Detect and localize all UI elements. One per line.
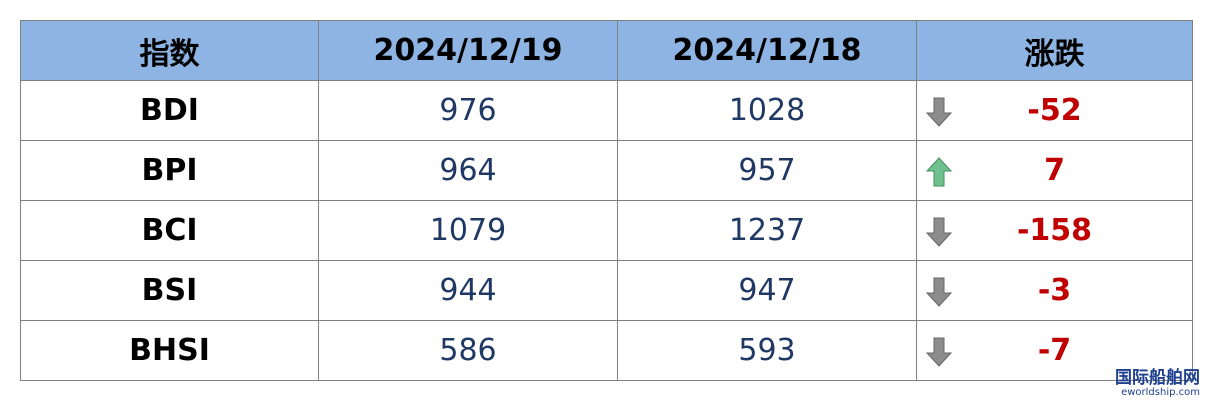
value-cell: 976: [318, 80, 618, 141]
header-cell: 涨跌: [916, 20, 1193, 81]
value-cell: 1028: [617, 80, 917, 141]
header-row: 指数 2024/12/19 2024/12/18 涨跌: [20, 20, 1193, 81]
value-cell: 944: [318, 260, 618, 321]
value-cell: 586: [318, 320, 618, 381]
watermark-name: 国际船舶网: [1115, 368, 1200, 388]
down-arrow: [925, 217, 953, 247]
down-arrow: [925, 277, 953, 307]
table-row: BSI 944 947 -3: [20, 260, 1193, 321]
watermark: 国际船舶网 eworldship.com: [1115, 369, 1200, 398]
change-cell: -7: [916, 320, 1193, 381]
index-name: BSI: [20, 260, 319, 321]
change-cell: -52: [916, 80, 1193, 141]
table-row: BPI 964 957 7: [20, 140, 1193, 201]
down-arrow: [925, 97, 953, 127]
index-table: 指数 2024/12/19 2024/12/18 涨跌 BDI 976 1028 -52 BP…: [20, 20, 1193, 381]
up-arrow: [925, 157, 953, 187]
change-cell: -3: [916, 260, 1193, 321]
table-row: BHSI 586 593 -7: [20, 320, 1193, 381]
index-name: BHSI: [20, 320, 319, 381]
header-cell: 指数: [20, 20, 319, 81]
change-cell: 7: [916, 140, 1193, 201]
value-cell: 947: [617, 260, 917, 321]
value-cell: 957: [617, 140, 917, 201]
value-cell: 593: [617, 320, 917, 381]
change-cell: -158: [916, 200, 1193, 261]
index-name: BCI: [20, 200, 319, 261]
header-cell: 2024/12/18: [617, 20, 917, 81]
value-cell: 1237: [617, 200, 917, 261]
table-row: BDI 976 1028 -52: [20, 80, 1193, 141]
index-name: BPI: [20, 140, 319, 201]
down-arrow: [925, 337, 953, 367]
value-cell: 1079: [318, 200, 618, 261]
index-name: BDI: [20, 80, 319, 141]
table-row: BCI 1079 1237 -158: [20, 200, 1193, 261]
header-cell: 2024/12/19: [318, 20, 618, 81]
value-cell: 964: [318, 140, 618, 201]
watermark-url: eworldship.com: [1121, 387, 1200, 398]
table-body: BDI 976 1028 -52 BPI 964 957 7 BCI 1079 1237 -158 BS…: [20, 80, 1193, 381]
